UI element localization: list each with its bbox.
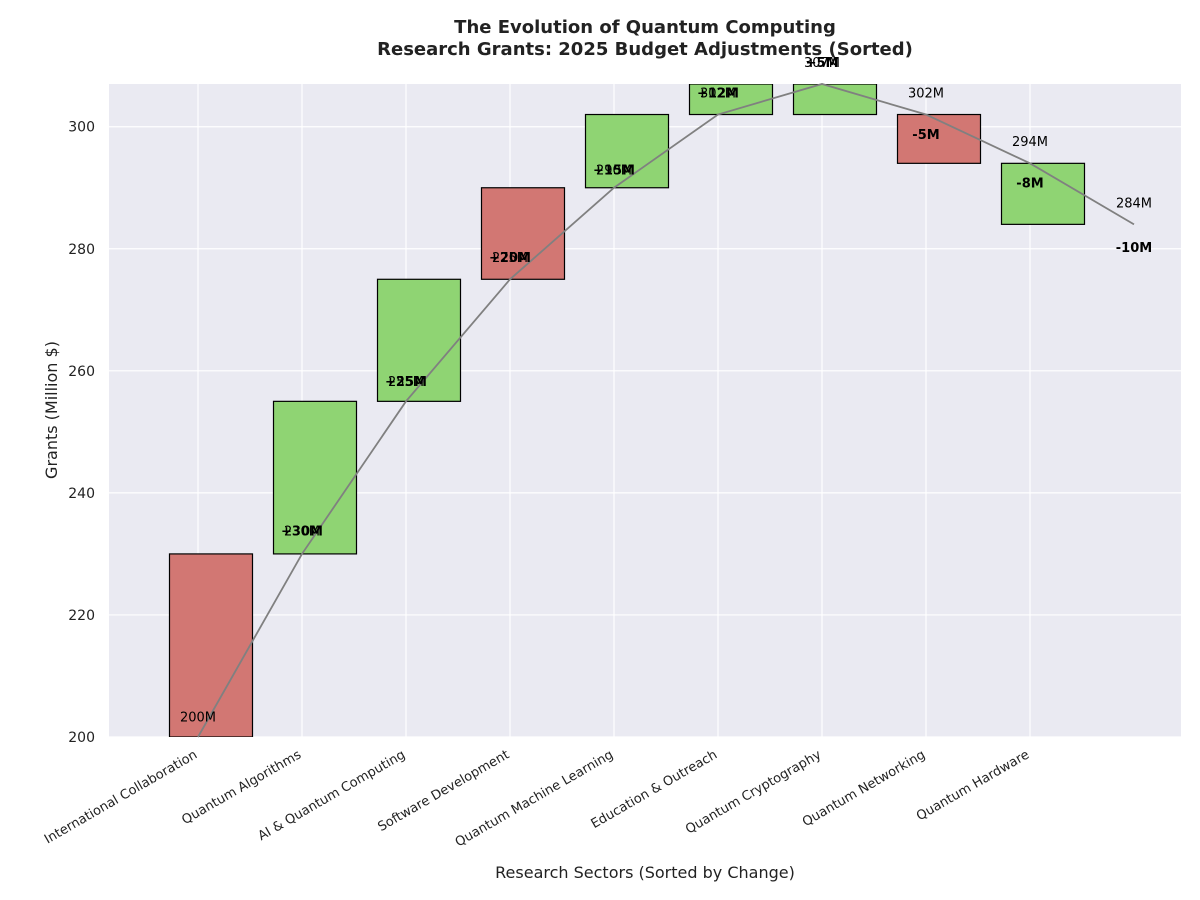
y-tick-label-280: 280 (68, 242, 95, 258)
change-label-2: +20M (489, 251, 531, 266)
y-axis-ticks: 200 220 240 260 280 300 (68, 120, 95, 746)
change-label-5: +5M (806, 56, 839, 71)
change-label-4: +12M (697, 86, 739, 101)
change-label-7: -8M (1016, 177, 1043, 192)
chart-title-line-2: Research Grants: 2025 Budget Adjustments… (377, 39, 913, 60)
change-label-8: -10M (1116, 241, 1152, 256)
bar-8 (1000, 162, 1086, 225)
y-axis-label: Grants (Million $) (42, 341, 61, 479)
total-label-7: 302M (908, 86, 944, 101)
data-labels: 200M 230M 255M 275M 290M 302M 307M 302M 294M 284M… (180, 56, 1152, 726)
bar-1 (272, 400, 358, 555)
y-tick-label-220: 220 (68, 608, 95, 624)
change-label-1: +25M (385, 375, 427, 390)
total-label-3: 275M (492, 251, 528, 266)
bar-2 (376, 278, 462, 402)
total-label-8: 294M (1012, 135, 1048, 150)
cumulative-line (197, 83, 1135, 738)
total-label-0: 200M (180, 711, 216, 726)
y-tick-label-260: 260 (68, 364, 95, 380)
bars (168, 84, 1086, 737)
change-label-6: -5M (912, 128, 939, 143)
total-label-6: 307M (804, 56, 840, 71)
total-label-9: 284M (1116, 196, 1152, 211)
bar-4 (584, 113, 670, 189)
bar-7 (896, 113, 982, 164)
total-label-4: 290M (596, 163, 632, 178)
cumulative-line-group (197, 83, 1135, 738)
chart-title-line-1: The Evolution of Quantum Computing (454, 17, 836, 38)
y-tick-label-300: 300 (68, 120, 95, 136)
x-axis-label: Research Sectors (Sorted by Change) (495, 863, 795, 882)
total-label-2: 255M (388, 375, 424, 390)
x-tick-label-8: Quantum Hardware (914, 747, 1032, 824)
y-tick-label-200: 200 (68, 730, 95, 746)
change-label-0: +30M (281, 525, 323, 540)
change-label-3: +15M (593, 163, 635, 178)
x-tick-label-0: International Collaboration (42, 747, 200, 847)
bar-3 (480, 187, 566, 280)
total-label-5: 302M (700, 86, 736, 101)
bar-0 (168, 553, 254, 737)
y-tick-label-240: 240 (68, 486, 95, 502)
total-label-1: 230M (284, 525, 320, 540)
